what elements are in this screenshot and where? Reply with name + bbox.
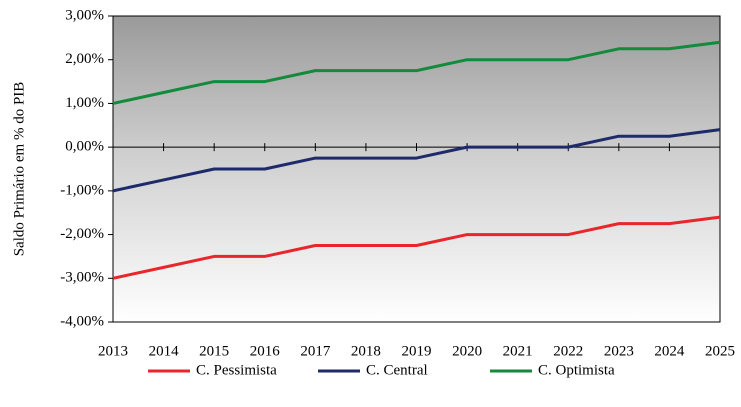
y-tick-label: 2,00% <box>65 51 104 67</box>
x-tick-label: 2019 <box>402 343 432 359</box>
x-tick-label: 2021 <box>503 343 533 359</box>
y-tick-label: 1,00% <box>65 95 104 111</box>
legend-label: C. Optimista <box>538 362 615 378</box>
x-tick-label: 2023 <box>604 343 634 359</box>
y-tick-label: -1,00% <box>60 182 104 198</box>
x-tick-label: 2015 <box>199 343 229 359</box>
x-tick-label: 2024 <box>654 343 685 359</box>
x-tick-label: 2016 <box>250 343 281 359</box>
x-tick-label: 2017 <box>300 343 331 359</box>
x-tick-label: 2013 <box>98 343 128 359</box>
y-tick-label: -4,00% <box>60 313 104 329</box>
legend-label: C. Pessimista <box>196 362 277 378</box>
x-tick-label: 2025 <box>705 343 735 359</box>
legend-label: C. Central <box>366 362 428 378</box>
series-line <box>112 128 721 193</box>
y-axis-label: Saldo Primário em % do PIB <box>11 82 27 257</box>
y-tick-label: -3,00% <box>60 270 104 286</box>
y-tick-label: -2,00% <box>60 226 104 242</box>
plot-area <box>112 15 721 323</box>
x-tick-label: 2020 <box>452 343 482 359</box>
series-line <box>112 40 721 105</box>
x-tick-label: 2014 <box>149 343 180 359</box>
x-tick-label: 2022 <box>553 343 583 359</box>
y-tick-label: 3,00% <box>65 7 104 23</box>
x-tick-label: 2018 <box>351 343 381 359</box>
series-line <box>112 215 721 280</box>
y-tick-label: 0,00% <box>65 139 104 155</box>
